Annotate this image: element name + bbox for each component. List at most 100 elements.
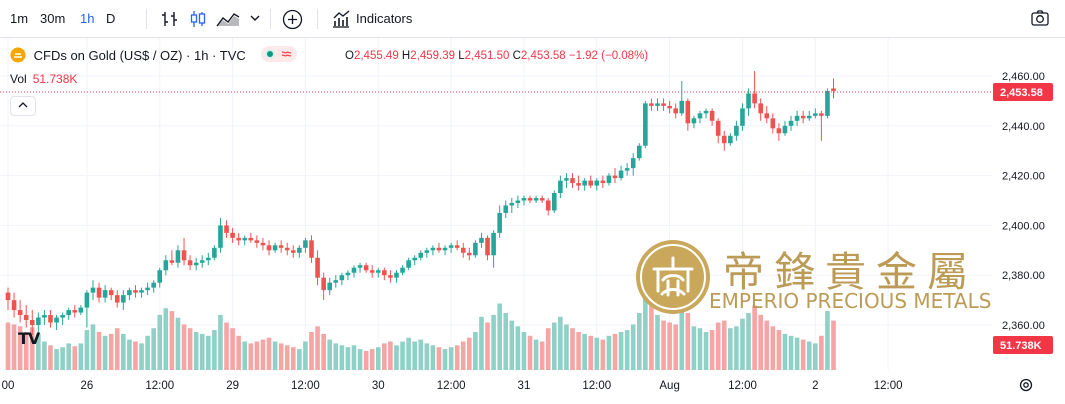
candle-body [60,315,65,318]
candle-body [570,178,575,184]
candle-body [36,317,41,325]
candle-body [151,282,156,288]
candle-body [351,267,357,273]
area-chart-type-icon[interactable] [215,9,241,29]
top-toolbar: 1m 30m 1h D Indicators [0,0,1065,38]
candle-body [721,135,727,144]
volume-bar [406,337,411,370]
volume-bar [485,322,490,370]
volume-value: 51.738K [32,72,78,86]
volume-bar [794,337,800,370]
candle-body [357,265,363,268]
candle-body [436,247,442,251]
candle-body [491,232,496,256]
volume-bar [400,341,405,370]
candles-chart-type-icon[interactable] [188,9,208,29]
candle-body [382,270,387,276]
candle-body [782,125,788,134]
time-tick-label: 30 [372,380,385,392]
time-tick-label: 2 [812,380,818,392]
candle-body [133,290,138,293]
candle-body [363,265,369,271]
candle-body [655,103,660,106]
candle-body [339,275,345,281]
candle-body [121,295,126,303]
volume-bar [442,349,448,370]
interval-d-button[interactable]: D [106,11,116,26]
volume-bar [655,314,660,370]
volume-bar [224,322,229,370]
volume-bar [278,343,284,370]
candle-body [612,175,618,179]
volume-bar [606,335,612,370]
gold-symbol-icon [10,47,26,63]
volume-bar [788,335,794,370]
volume-bar [746,313,751,370]
volume-bar [679,309,685,370]
volume-bar [181,324,187,370]
volume-bar [23,332,29,370]
candle-body [29,320,35,325]
time-tick-label: 00 [2,380,15,392]
volume-bar [290,347,296,370]
volume-bar [357,349,363,370]
volume-bar [388,341,393,370]
time-axis: 00 26 12:00 29 12:00 30 12:00 31 12:00 Aug 12:00 2 1… [2,380,903,392]
watermark-english: EMPERIO PRECIOUS METALS [709,289,992,313]
volume-bar [72,346,78,370]
candle-body [394,272,399,278]
candle-body [375,270,381,273]
candle-body [740,108,745,126]
volume-bar [351,345,357,370]
candle-body [758,103,763,114]
volume-bar [545,328,551,370]
time-tick-label: 12:00 [582,380,611,392]
candle-body [224,225,229,233]
candle-body [5,292,11,301]
volume-bar [272,341,278,370]
volume-bar [806,341,812,370]
candle-body [643,103,648,146]
volume-bar [430,345,436,370]
volume-bar [697,328,703,370]
last-price-label: 2,453.58 [1000,87,1043,99]
candle-body [175,250,181,263]
candle-body [114,295,120,303]
settings-gear-icon[interactable] [1018,377,1034,393]
time-tick-label: 26 [81,380,94,392]
indicators-button[interactable]: Indicators [356,11,413,26]
indicators-icon[interactable] [331,9,351,29]
market-status[interactable] [261,46,298,68]
candle-body [746,93,751,109]
add-compare-icon[interactable] [282,9,303,30]
symbol-title[interactable]: CFDs on Gold (US$ / OZ) · 1h · TVC [33,48,246,63]
collapse-legend-button[interactable] [10,96,36,116]
bar-chart-type-icon[interactable] [160,9,180,29]
volume-bar [734,326,739,370]
volume-bar [715,322,721,370]
chevron-down-icon[interactable] [248,11,262,25]
volume-bar [612,333,618,370]
volume-bar [533,339,539,370]
volume-bar [193,332,199,370]
volume-bar [630,324,636,370]
low-value: 2,451.50 [464,50,510,62]
camera-snapshot-icon[interactable] [1030,8,1050,28]
volume-bar [212,330,217,370]
toolbar-divider [317,9,318,29]
last-volume-label: 51.738K [1000,340,1042,352]
candle-body [667,105,672,109]
interval-30m-button[interactable]: 30m [40,11,66,26]
volume-bar [133,341,138,370]
interval-1m-button[interactable]: 1m [10,11,29,26]
interval-1h-button[interactable]: 1h [80,11,95,26]
candle-body [473,242,478,256]
candle-body [454,245,460,248]
candle-body [734,125,739,136]
chevron-up-icon [18,102,28,108]
candle-body [278,245,284,248]
tradingview-logo[interactable]: TV [18,329,40,348]
candle-body [11,300,17,311]
volume-bar [576,332,581,370]
